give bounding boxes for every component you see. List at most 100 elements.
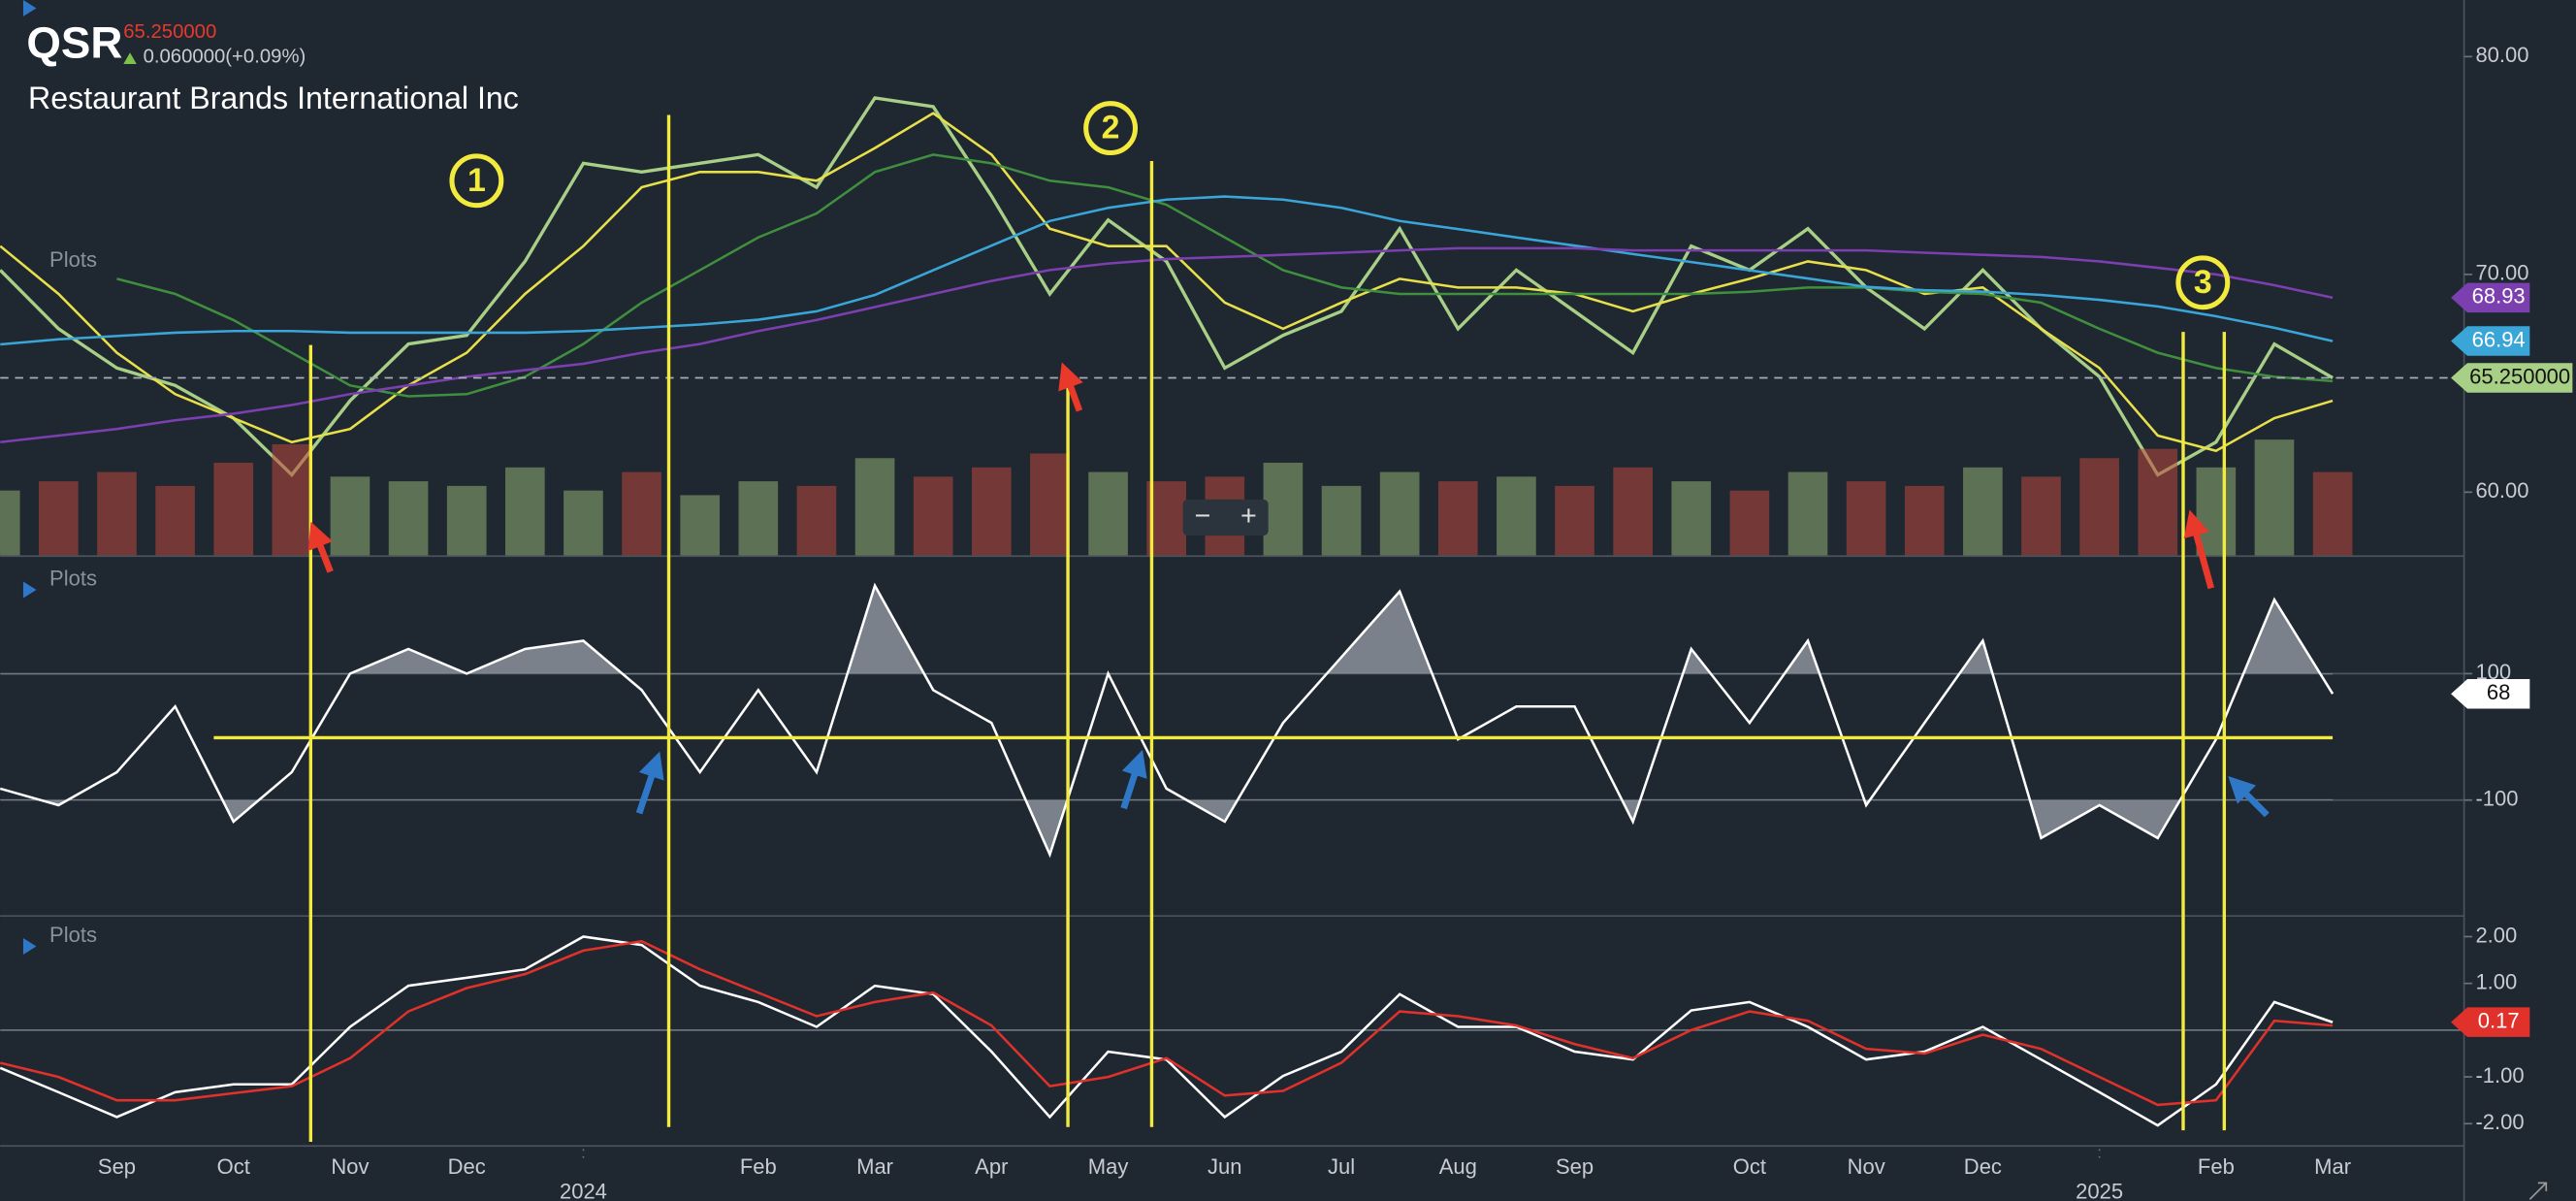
zoom-controls — [1182, 499, 1269, 536]
volume-bar — [1904, 485, 1945, 556]
volume-bar — [97, 471, 137, 556]
volume-bar — [854, 458, 895, 556]
resize-icon[interactable] — [2528, 1182, 2548, 1200]
y-tick-label: 1.00 — [2475, 969, 2517, 993]
x-tick-mark: : — [581, 1143, 586, 1161]
volume-bar — [1437, 481, 1478, 556]
volume-bar — [0, 490, 20, 556]
volume-bar — [1555, 485, 1594, 556]
volume-bar — [155, 485, 195, 556]
annotation-circle — [2175, 255, 2231, 310]
x-tick-label: Oct — [217, 1154, 250, 1179]
value-badge: 68.93 — [2451, 282, 2530, 313]
x-tick-label: 2024 — [560, 1179, 607, 1201]
x-tick-label: Oct — [1733, 1154, 1766, 1179]
legend-title: Plots — [49, 247, 97, 272]
series-line — [0, 246, 2334, 444]
value-badge: 65.250000 — [2451, 363, 2573, 393]
volume-bar — [564, 490, 603, 556]
volume-bar — [2138, 448, 2178, 556]
x-tick-label: Sep — [98, 1154, 136, 1179]
volume-bar — [2312, 471, 2353, 556]
price: 65.250000 — [123, 21, 216, 43]
symbol: QSR — [26, 17, 122, 67]
red-arrow — [2183, 509, 2215, 590]
x-tick-mark: : — [2097, 1143, 2102, 1161]
volume-bar — [1379, 471, 1420, 556]
volume-bar — [446, 485, 487, 556]
badge-shape — [2451, 363, 2573, 393]
volume-bar — [971, 467, 1012, 556]
drawings — [213, 114, 2334, 1143]
volume-bar — [680, 495, 721, 556]
x-tick-label: Dec — [448, 1154, 486, 1179]
company-name: Restaurant Brands International Inc — [28, 81, 519, 115]
volume-bar — [1497, 476, 1536, 556]
x-tick-label: Sep — [1556, 1154, 1594, 1179]
y-tick-label: -100 — [2475, 787, 2518, 811]
blue-arrow — [2228, 775, 2270, 818]
badge-label: 0.17 — [2478, 1008, 2520, 1032]
legend-title: Plots — [49, 567, 97, 591]
series-line — [116, 153, 2334, 398]
annotation-label: 3 — [2194, 264, 2212, 301]
x-tick-label: Jul — [1328, 1154, 1355, 1179]
volume-bar — [1263, 463, 1304, 556]
value-badge: 66.94 — [2451, 326, 2530, 356]
legend-icon — [22, 0, 37, 16]
volume-bar — [330, 476, 370, 556]
x-tick-label: May — [1088, 1154, 1129, 1179]
x-tick-label: Nov — [331, 1154, 369, 1179]
volume-bar — [1963, 467, 2003, 556]
blue-arrow — [1120, 749, 1147, 810]
series-line — [0, 939, 2334, 1107]
volume-bar — [1088, 471, 1128, 556]
volume-bar — [1321, 485, 1362, 556]
zoom-in[interactable]: + — [1240, 501, 1257, 532]
x-tick-label: Dec — [1964, 1154, 2002, 1179]
series-line — [0, 195, 2334, 346]
badge-shape — [2451, 1007, 2530, 1037]
volume-bar — [213, 463, 254, 556]
badge-label: 68.93 — [2472, 284, 2526, 308]
x-tick-label: Feb — [2198, 1154, 2235, 1179]
up-icon — [123, 52, 137, 65]
volume-bar — [1846, 481, 1886, 556]
volume-bar — [913, 476, 953, 556]
change: 0.060000(+0.09%) — [144, 47, 306, 68]
volume-bar — [2079, 458, 2119, 556]
x-tick-label: Jun — [1208, 1154, 1241, 1179]
volume-bar — [1671, 481, 1712, 556]
legend-icon — [22, 581, 37, 599]
volume-bar — [1613, 467, 1653, 556]
volume-bar — [505, 467, 545, 556]
volume-bar — [1030, 453, 1070, 556]
volume-bar — [738, 481, 779, 556]
annotation-label: 2 — [1102, 110, 1120, 146]
arrows — [307, 362, 2270, 818]
volume-bar — [2196, 467, 2237, 556]
badge-label: 66.94 — [2472, 327, 2526, 351]
legend-title: Plots — [49, 923, 97, 947]
value-badge: 68 — [2451, 679, 2530, 709]
volume-bar — [388, 481, 429, 556]
x-tick-label: Feb — [740, 1154, 777, 1179]
badge-shape — [2451, 282, 2530, 313]
series-line — [0, 96, 2334, 477]
zoom-out[interactable]: − — [1195, 501, 1211, 532]
volume-bar — [2021, 476, 2061, 556]
volume-bar — [39, 481, 79, 556]
badge-label: 68 — [2487, 680, 2510, 704]
volume-bar — [796, 485, 837, 556]
y-tick-label: 70.00 — [2475, 261, 2528, 285]
annotation-circle — [449, 153, 504, 209]
x-tick-label: 2025 — [2076, 1179, 2123, 1201]
annotation-circle — [1083, 101, 1139, 156]
volume-bar — [272, 443, 312, 556]
y-tick-label: 60.00 — [2475, 478, 2528, 503]
x-tick-label: Apr — [975, 1154, 1008, 1179]
x-tick-label: Mar — [856, 1154, 893, 1179]
y-tick-label: -2.00 — [2475, 1110, 2524, 1134]
